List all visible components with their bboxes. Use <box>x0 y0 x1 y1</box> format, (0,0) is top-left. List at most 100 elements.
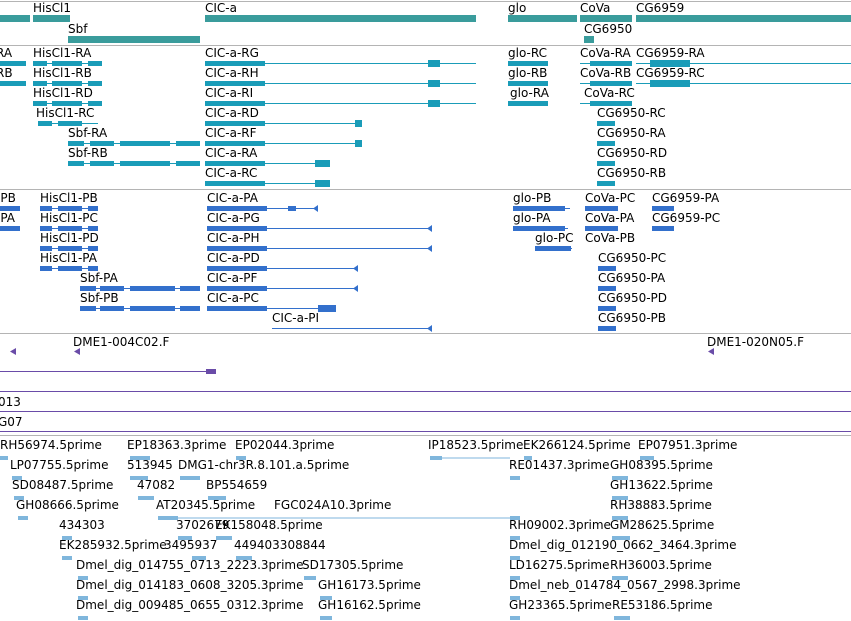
protein-label[interactable]: CG6959-PA <box>652 191 720 205</box>
protein-label[interactable]: HisCl1-PB <box>40 191 98 205</box>
est-label[interactable]: EK285932.5prime <box>59 538 167 552</box>
protein-label[interactable]: CIC-a-PI <box>272 311 320 325</box>
est-label[interactable]: Dmel_neb_014784_0567_2998.3prime <box>509 578 741 592</box>
est-label[interactable]: GH16173.5prime <box>318 578 421 592</box>
gene-bar-cg6950[interactable] <box>584 36 594 43</box>
mrna-label[interactable]: CG6959-RA <box>636 46 705 60</box>
gene-bar-cova[interactable] <box>580 15 632 22</box>
protein-label[interactable]: CG6950-PA <box>598 271 666 285</box>
est-label[interactable]: 434303 <box>59 518 105 532</box>
protein-label[interactable]: CIC-a-PA <box>207 191 258 205</box>
est-label[interactable]: 513945 <box>127 458 173 472</box>
protein-label[interactable]: CoVa-PB <box>585 231 636 245</box>
est-label[interactable]: SD17305.5prime <box>302 558 404 572</box>
mrna-label[interactable]: RB <box>0 66 13 80</box>
partial-track-label[interactable]: 013 <box>0 395 21 409</box>
est-label[interactable]: GM28625.5prime <box>610 518 715 532</box>
est-label[interactable]: RH38883.5prime <box>610 498 712 512</box>
est-label[interactable]: LD16275.5prime <box>509 558 610 572</box>
gene-label[interactable]: glo <box>508 1 527 15</box>
est-label[interactable]: Dmel_dig_009485_0655_0312.3prime <box>76 598 304 612</box>
est-label[interactable]: EP07951.3prime <box>638 438 738 452</box>
protein-label[interactable]: CoVa-PA <box>585 211 635 225</box>
mrna-label[interactable]: CoVa-RB <box>580 66 632 80</box>
est-label[interactable]: EP18363.3prime <box>127 438 227 452</box>
est-label[interactable]: EP02044.3prime <box>235 438 335 452</box>
gene-label[interactable]: CoVa <box>580 1 611 15</box>
mrna-label[interactable]: HisCl1-RB <box>33 66 92 80</box>
mrna-label[interactable]: Sbf-RB <box>68 146 108 160</box>
est-label[interactable]: RH56974.5prime <box>0 438 102 452</box>
gene-bar-left[interactable] <box>0 15 30 22</box>
est-label[interactable]: 3495937 <box>164 538 218 552</box>
partial-track-label[interactable]: G07 <box>0 415 23 429</box>
mrna-label[interactable]: HisCl1-RA <box>33 46 92 60</box>
gene-bar-hiscl1[interactable] <box>33 15 70 22</box>
mrna-label[interactable]: CG6950-RB <box>597 166 667 180</box>
clone-label[interactable]: DME1-020N05.F <box>707 335 805 349</box>
mrna-label[interactable]: HisCl1-RC <box>36 106 95 120</box>
gene-bar-cg6959[interactable] <box>636 15 851 22</box>
mrna-label[interactable]: CIC-a-RF <box>205 126 257 140</box>
mrna-label[interactable]: glo-RC <box>508 46 547 60</box>
protein-label[interactable]: glo-PA <box>513 211 551 225</box>
est-label[interactable]: Dmel_dig_014755_0713_2223.3prime <box>76 558 304 572</box>
gene-label[interactable]: CG6959 <box>636 1 685 15</box>
mrna-label[interactable]: CoVa-RC <box>584 86 635 100</box>
est-label[interactable]: IP18523.5prime <box>428 438 524 452</box>
protein-label[interactable]: HisCl1-PD <box>40 231 99 245</box>
protein-label[interactable]: CG6950-PD <box>598 291 668 305</box>
protein-label[interactable]: CIC-a-PC <box>207 291 259 305</box>
est-label[interactable]: DMG1-chr3R.8.101.a.5prime <box>178 458 350 472</box>
gene-label[interactable]: CG6950 <box>584 22 633 36</box>
est-label[interactable]: GH08395.5prime <box>610 458 713 472</box>
est-label[interactable]: RH36003.5prime <box>610 558 712 572</box>
mrna-label[interactable]: HisCl1-RD <box>33 86 93 100</box>
mrna-label[interactable]: CIC-a-RI <box>205 86 254 100</box>
mrna-label[interactable]: glo-RB <box>508 66 548 80</box>
est-label[interactable]: 3702679 <box>176 518 230 532</box>
mrna-label[interactable]: CIC-a-RA <box>205 146 258 160</box>
est-label[interactable]: EK266124.5prime <box>523 438 631 452</box>
est-label[interactable]: Dmel_dig_012190_0662_3464.3prime <box>509 538 737 552</box>
est-label[interactable]: SD08487.5prime <box>12 478 114 492</box>
est-label[interactable]: GH16162.5prime <box>318 598 421 612</box>
protein-label[interactable]: CG6950-PB <box>598 311 667 325</box>
protein-label[interactable]: CoVa-PC <box>585 191 636 205</box>
gene-label[interactable]: HisCl1 <box>33 1 71 15</box>
gene-bar-sbf[interactable] <box>68 36 200 43</box>
mrna-label[interactable]: RA <box>0 46 13 60</box>
protein-label[interactable]: glo-PC <box>535 231 574 245</box>
protein-label[interactable]: -PA <box>0 211 16 225</box>
est-label[interactable]: BP554659 <box>206 478 268 492</box>
protein-label[interactable]: -PB <box>0 191 16 205</box>
protein-label[interactable]: CIC-a-PH <box>207 231 260 245</box>
clone-label[interactable]: DME1-004C02.F <box>73 335 170 349</box>
est-label[interactable]: LP07755.5prime <box>10 458 109 472</box>
mrna-label[interactable]: CG6959-RC <box>636 66 705 80</box>
protein-label[interactable]: Sbf-PB <box>80 291 119 305</box>
mrna-label[interactable]: CIC-a-RH <box>205 66 259 80</box>
protein-label[interactable]: glo-PB <box>513 191 552 205</box>
est-label[interactable]: RE53186.5prime <box>612 598 713 612</box>
mrna-label[interactable]: CG6950-RA <box>597 126 666 140</box>
protein-label[interactable]: HisCl1-PA <box>40 251 97 265</box>
mrna-label[interactable]: CIC-a-RG <box>205 46 259 60</box>
mrna-label[interactable]: glo-RA <box>510 86 549 100</box>
gene-label[interactable]: CIC-a <box>205 1 237 15</box>
est-label[interactable]: 47082 <box>137 478 176 492</box>
mrna-label[interactable]: Sbf-RA <box>68 126 108 140</box>
gene-bar-cic-a[interactable] <box>205 15 476 22</box>
protein-label[interactable]: CG6959-PC <box>652 211 721 225</box>
protein-label[interactable]: HisCl1-PC <box>40 211 98 225</box>
est-label[interactable]: GH13622.5prime <box>610 478 713 492</box>
mrna-label[interactable]: CIC-a-RC <box>205 166 258 180</box>
mrna-label[interactable]: CG6950-RD <box>597 146 668 160</box>
est-label[interactable]: RH09002.3prime <box>509 518 611 532</box>
mrna-label[interactable]: CIC-a-RD <box>205 106 259 120</box>
est-label[interactable]: Dmel_dig_014183_0608_3205.3prime <box>76 578 304 592</box>
mrna-label[interactable]: CG6950-RC <box>597 106 666 120</box>
est-label[interactable]: 449403308844 <box>234 538 326 552</box>
est-label[interactable]: AT20345.5prime <box>156 498 256 512</box>
est-label[interactable]: FGC024A10.3prime <box>274 498 392 512</box>
